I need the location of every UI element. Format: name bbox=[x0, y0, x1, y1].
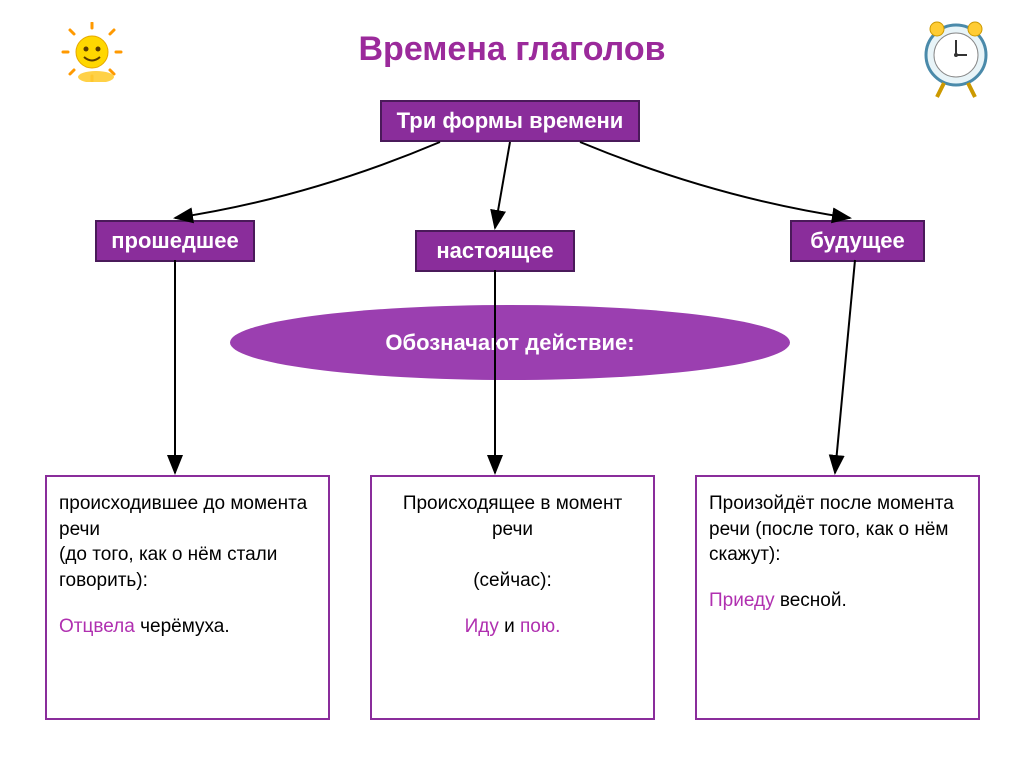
example-rest: черёмуха. bbox=[140, 616, 230, 637]
desc-past-example: Отцвела черёмуха. bbox=[59, 614, 316, 640]
desc-future: Произойдёт после момента речи (после тог… bbox=[695, 475, 980, 720]
page-title: Времена глаголов bbox=[358, 30, 665, 69]
branch-future-label: будущее bbox=[810, 228, 905, 253]
action-ellipse: Обозначают действие: bbox=[230, 305, 790, 380]
clock-icon bbox=[919, 15, 994, 105]
branch-future: будущее bbox=[790, 220, 925, 262]
branch-past: прошедшее bbox=[95, 220, 255, 262]
root-box: Три формы времени bbox=[380, 100, 640, 142]
desc-present: Происходящее в момент речи (сейчас): Иду… bbox=[370, 475, 655, 720]
desc-present-text: Происходящее в момент речи (сейчас): bbox=[384, 491, 641, 594]
branch-past-label: прошедшее bbox=[111, 228, 239, 253]
example-word: Приеду bbox=[709, 590, 775, 611]
desc-present-example: Иду и пою. bbox=[384, 614, 641, 640]
ellipse-label: Обозначают действие: bbox=[385, 330, 634, 356]
branch-present: настоящее bbox=[415, 230, 575, 272]
example-mid: и bbox=[499, 616, 520, 637]
sun-emoji-icon bbox=[60, 22, 132, 82]
example-word: Отцвела bbox=[59, 616, 135, 637]
desc-past-text: происходившее до момента речи (до того, … bbox=[59, 491, 316, 594]
desc-future-text: Произойдёт после момента речи (после тог… bbox=[709, 491, 966, 568]
example-word2: пою. bbox=[520, 616, 560, 637]
root-label: Три формы времени bbox=[397, 108, 624, 133]
example-rest: весной. bbox=[780, 590, 847, 611]
desc-past: происходившее до момента речи (до того, … bbox=[45, 475, 330, 720]
desc-future-example: Приеду весной. bbox=[709, 588, 966, 614]
branch-present-label: настоящее bbox=[436, 238, 553, 263]
example-word: Иду bbox=[465, 616, 499, 637]
